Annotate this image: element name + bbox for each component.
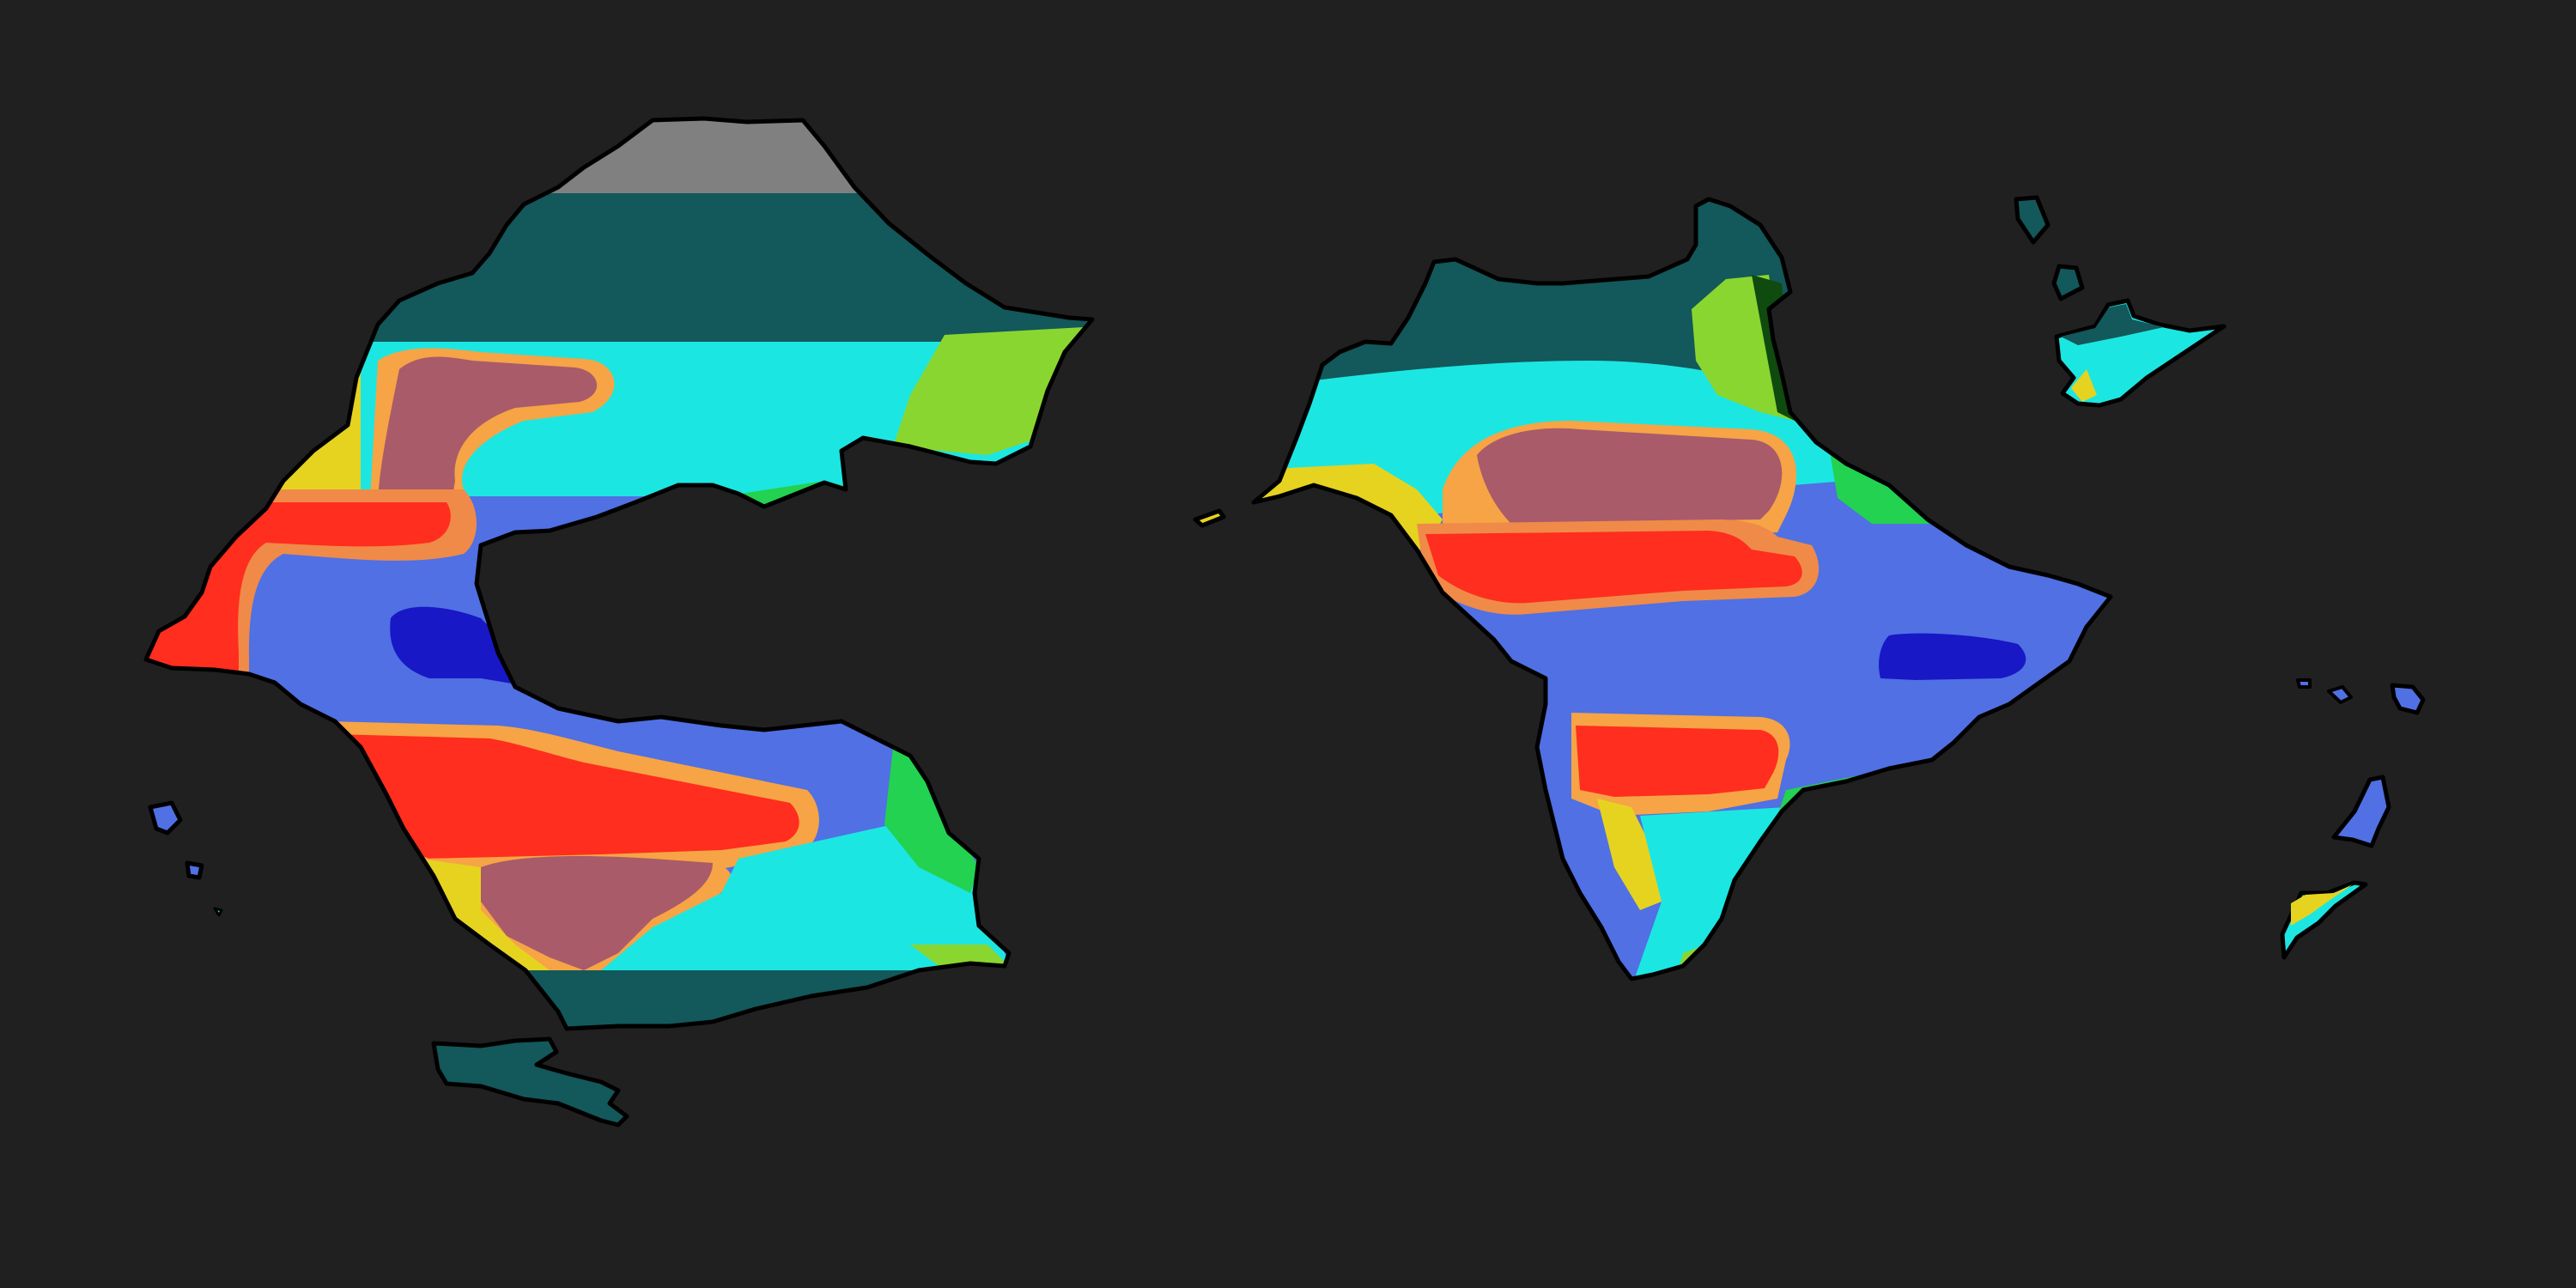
island-northeast-3-tundra (2061, 304, 2164, 345)
island-south-west (431, 1036, 629, 1127)
island-east-3 (2390, 683, 2426, 715)
island-west-1 (148, 800, 183, 835)
zone-upland-desert-north (378, 356, 598, 507)
island-east-4 (2331, 775, 2391, 848)
zone-hot-desert-east-north (1425, 531, 1802, 604)
zone-upland-desert-east (1477, 428, 1783, 524)
zone-dry-edge-east-south (1597, 799, 1662, 910)
zone-hot-desert-south (335, 734, 799, 859)
zone-upland-desert-south (481, 856, 713, 970)
zone-rainforest-east (1879, 633, 2026, 680)
coastline-east (1251, 197, 2113, 981)
zone-forest-south (884, 747, 979, 893)
island-northeast-3-dry (2071, 369, 2097, 402)
island-central (1193, 508, 1226, 528)
island-northeast-2 (2051, 264, 2085, 301)
zone-dry-edge-southwest (421, 859, 550, 987)
island-west-2 (185, 860, 204, 880)
island-east-1 (2296, 678, 2312, 689)
coastline-west (143, 116, 1095, 1031)
zone-hot-desert-east-south (1576, 726, 1779, 797)
island-east-5-dry (2291, 884, 2353, 926)
island-west-3 (213, 907, 223, 917)
island-east-2 (2327, 685, 2353, 704)
zone-hot-desert-north (146, 502, 451, 687)
island-northeast-1 (2014, 195, 2050, 245)
